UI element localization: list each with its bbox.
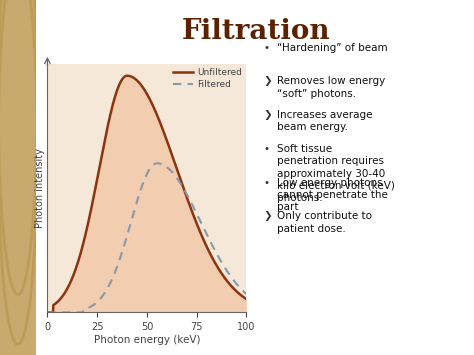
Text: Low energy photons
cannot penetrate the
part: Low energy photons cannot penetrate the … [277, 178, 388, 212]
X-axis label: Photon energy (keV): Photon energy (keV) [94, 335, 200, 345]
Text: Increases average
beam energy.: Increases average beam energy. [277, 110, 373, 132]
Text: Only contribute to
patient dose.: Only contribute to patient dose. [277, 211, 372, 234]
Text: ❯: ❯ [263, 211, 272, 221]
Text: Filtration: Filtration [182, 18, 330, 45]
Text: Removes low energy
“soft” photons.: Removes low energy “soft” photons. [277, 76, 385, 99]
Text: •: • [263, 43, 269, 53]
Y-axis label: Photon intensity: Photon intensity [35, 148, 45, 228]
Text: ❯: ❯ [263, 76, 272, 86]
Legend: Unfiltered, Filtered: Unfiltered, Filtered [173, 69, 242, 89]
Text: •: • [263, 144, 269, 154]
Text: •: • [263, 178, 269, 187]
Text: “Hardening” of beam: “Hardening” of beam [277, 43, 388, 53]
Text: Soft tissue
penetration requires
approximately 30-40
kilo electron volt (keV)
ph: Soft tissue penetration requires approxi… [277, 144, 395, 203]
Text: ❯: ❯ [263, 110, 272, 120]
